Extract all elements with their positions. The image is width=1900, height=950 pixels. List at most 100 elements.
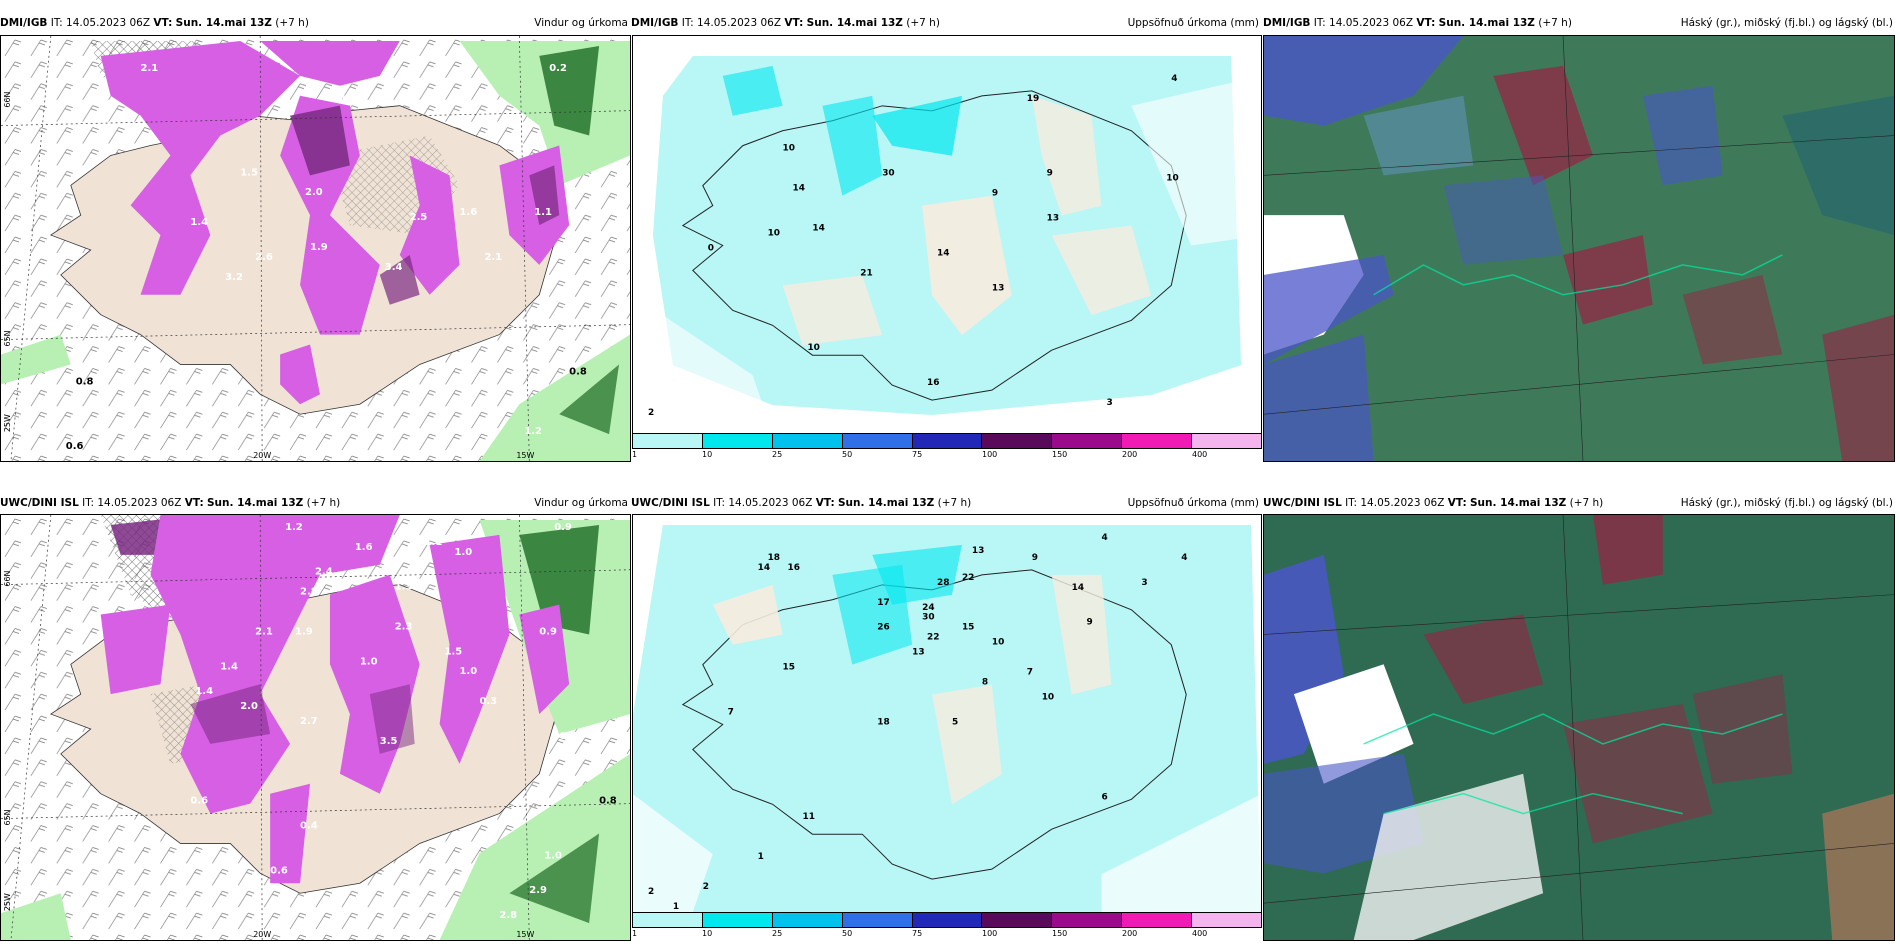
value-label: 2.1 — [141, 63, 159, 74]
value-label: 1.0 — [455, 547, 473, 558]
value-label: 0 — [708, 243, 714, 253]
panel-title: Uppsöfnuð úrkoma (mm) — [1127, 497, 1259, 509]
value-label: 19 — [1027, 94, 1039, 104]
value-label: 0.9 — [554, 522, 572, 533]
vt-label: VT: — [1416, 17, 1436, 29]
colorbar-cell — [1192, 913, 1262, 927]
vt-value: Sun. 14.mai 13Z — [838, 497, 935, 509]
it-label: IT: — [681, 17, 694, 29]
wind-precip-map[interactable]: 1.2 1.6 1.1 1.0 2.4 2.8 1.3 1.4 2.1 1.9 … — [0, 514, 631, 941]
value-label: 1.5 — [240, 167, 258, 178]
it-label: IT: — [1313, 17, 1326, 29]
colorbar-tick: 75 — [912, 929, 923, 938]
model-name: DMI/IGB — [1263, 17, 1311, 29]
value-label: 30 — [882, 169, 894, 179]
value-label: 2.5 — [410, 212, 428, 223]
value-label: 0.3 — [479, 696, 497, 707]
header-r2c3: UWC/DINI ISL IT: 14.05.2023 06Z VT: Sun.… — [1263, 496, 1895, 510]
value-label: 18 — [768, 553, 780, 563]
model-name: UWC/DINI ISL — [0, 497, 79, 509]
vt-value: Sun. 14.mai 13Z — [806, 17, 903, 29]
value-label: 2.1 — [255, 626, 273, 637]
lon-label: 15W — [516, 451, 534, 460]
wind-precip-map[interactable]: 2.1 1.7 1.0 0.7 2.2 1.5 2.0 1.4 2.6 3.2 … — [0, 35, 631, 462]
value-label: 2.3 — [395, 621, 413, 632]
value-label: 1.9 — [295, 626, 313, 637]
colorbar-cell — [912, 913, 983, 927]
value-label: 1.4 — [195, 686, 213, 697]
value-label: 2 — [703, 882, 709, 892]
colorbar-cell — [1122, 434, 1193, 448]
value-label: 0.7 — [559, 731, 577, 742]
colorbar-cell — [982, 913, 1053, 927]
colorbar-tick: 100 — [982, 450, 998, 459]
value-label: 13 — [992, 283, 1004, 293]
vt-value: Sun. 14.mai 13Z — [1470, 497, 1567, 509]
value-label: 14 — [812, 224, 824, 234]
value-label: 4 — [1171, 74, 1177, 84]
value-label: 0.8 — [599, 796, 617, 807]
it-value: 14.05.2023 06Z — [66, 17, 151, 29]
value-label: 10 — [783, 144, 795, 154]
lead-time: (+7 h) — [1538, 17, 1572, 29]
panel-title: Vindur og úrkoma — [534, 497, 628, 509]
it-label: IT: — [50, 17, 63, 29]
value-label: 3.5 — [380, 736, 398, 747]
it-value: 14.05.2023 06Z — [1360, 497, 1445, 509]
value-label: 4 — [1102, 533, 1108, 543]
lat-label: 66N — [3, 571, 12, 587]
lead-time: (+7 h) — [306, 497, 341, 509]
value-label: 2.9 — [529, 885, 547, 896]
panel-title: Háský (gr.), miðský (fj.bl.) og lágský (… — [1680, 17, 1893, 29]
value-label: 30 — [922, 613, 934, 623]
value-label: 8 — [982, 678, 988, 688]
cloud-cover-map[interactable] — [1263, 35, 1895, 462]
value-label: 7 — [728, 707, 734, 717]
value-label: 13 — [1047, 214, 1059, 224]
panel-title: Háský (gr.), miðský (fj.bl.) og lágský (… — [1680, 497, 1893, 509]
accum-precip-map[interactable]: 10 10 14 30 19 9 9 13 10 14 4 0 21 13 10… — [632, 35, 1262, 433]
cloud-cover-map[interactable] — [1263, 514, 1895, 941]
value-label: 6 — [1102, 792, 1108, 802]
value-label: 15 — [783, 663, 795, 673]
it-value: 14.05.2023 06Z — [97, 497, 182, 509]
value-label: 5 — [952, 717, 958, 727]
value-label: 16 — [927, 378, 939, 388]
value-label: 9 — [1087, 618, 1093, 628]
wind-precip-map-svg: 2.1 1.7 1.0 0.7 2.2 1.5 2.0 1.4 2.6 3.2 … — [1, 36, 630, 461]
value-labels: 1.2 1.6 1.1 1.0 2.4 2.8 1.3 1.4 2.1 1.9 … — [190, 522, 616, 921]
value-label: 13 — [972, 546, 984, 556]
corner-label: 25W — [3, 414, 12, 432]
value-label: 10 — [1166, 174, 1178, 184]
colorbar-tick: 1 — [632, 450, 638, 459]
accum-precip-map-svg: 10 10 14 30 19 9 9 13 10 14 4 0 21 13 10… — [633, 36, 1261, 433]
value-label: 0.6 — [66, 441, 84, 452]
it-label: IT: — [713, 497, 726, 509]
colorbar-cell — [1192, 434, 1262, 448]
value-label: 1.0 — [544, 850, 562, 861]
wind-precip-map-svg: 1.2 1.6 1.1 1.0 2.4 2.8 1.3 1.4 2.1 1.9 … — [1, 515, 630, 940]
accum-precip-map[interactable]: 13 9 4 14 18 16 28 22 17 26 24 30 22 13 … — [632, 514, 1262, 912]
value-label: 21 — [860, 268, 872, 278]
vt-value: Sun. 14.mai 13Z — [1438, 17, 1535, 29]
value-label: 1 — [758, 852, 764, 862]
colorbar-cell — [982, 434, 1053, 448]
model-name: UWC/DINI ISL — [1263, 497, 1342, 509]
value-label: 0.6 — [190, 796, 208, 807]
value-label: 10 — [807, 343, 819, 353]
vt-label: VT: — [784, 17, 804, 29]
lat-label: 65N — [3, 330, 12, 346]
corner-label: 25W — [3, 893, 12, 911]
model-name: UWC/DINI ISL — [631, 497, 710, 509]
value-label: 2.0 — [305, 187, 323, 198]
colorbar-cell — [1052, 434, 1123, 448]
value-label: 2.8 — [499, 910, 517, 921]
value-label: 1.5 — [445, 646, 463, 657]
colorbar-cell — [1052, 913, 1123, 927]
value-label: 2.1 — [484, 252, 502, 263]
colorbar-cell — [842, 434, 913, 448]
value-label: 1.0 — [360, 656, 378, 667]
colorbar-tick: 150 — [1052, 450, 1068, 459]
header-r2c2: UWC/DINI ISL IT: 14.05.2023 06Z VT: Sun.… — [631, 496, 1261, 510]
lat-label: 66N — [3, 92, 12, 108]
